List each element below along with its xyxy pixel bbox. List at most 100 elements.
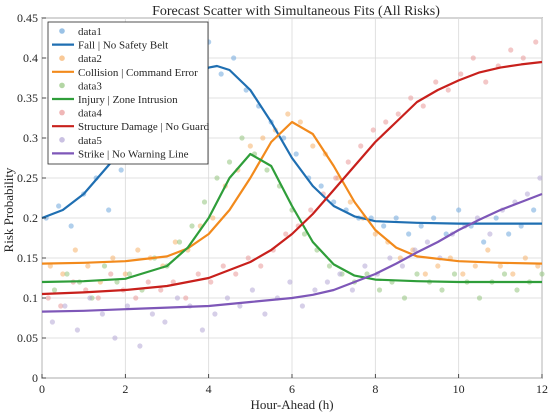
chart-title: Forecast Scatter with Simultaneous Fits … — [152, 4, 440, 19]
scatter-point-data5 — [124, 303, 131, 309]
y-axis-ticks: 0 0.05 0.1 0.15 0.2 0.25 0.3 0.35 0.4 0.45 — [17, 11, 46, 385]
scatter-point-data2 — [422, 271, 428, 277]
legend-label: data4 — [78, 108, 102, 120]
scatter-point-data4 — [370, 127, 376, 133]
scatter-point-data2 — [522, 255, 528, 261]
scatter-point-data2 — [72, 247, 78, 253]
legend-label: data2 — [78, 53, 102, 65]
scatter-point-data2 — [122, 271, 128, 277]
scatter-point-data5 — [299, 303, 306, 309]
x-tick-label: 0 — [39, 382, 45, 396]
legend-box — [47, 21, 209, 165]
x-tick-label: 8 — [372, 382, 378, 396]
scatter-point-data4 — [520, 55, 526, 61]
scatter-point-data5 — [349, 287, 356, 293]
y-tick-label: 0.35 — [17, 91, 38, 105]
scatter-point-data3 — [101, 263, 108, 269]
x-tick-label: 10 — [453, 382, 465, 396]
legend-marker — [59, 109, 65, 116]
scatter-point-data4 — [458, 71, 464, 77]
scatter-point-data5 — [262, 311, 268, 317]
scatter-point-data4 — [408, 95, 414, 101]
scatter-point-data5 — [199, 327, 206, 333]
scatter-point-data4 — [433, 79, 439, 85]
scatter-point-data3 — [326, 263, 333, 269]
scatter-point-data2 — [510, 271, 516, 277]
scatter-point-data4 — [345, 159, 351, 165]
scatter-point-data4 — [508, 47, 514, 53]
scatter-point-data2 — [247, 143, 253, 149]
scatter-point-data3 — [126, 271, 133, 277]
scatter-point-data5 — [74, 327, 81, 333]
scatter-point-data4 — [133, 295, 139, 301]
scatter-point-data4 — [383, 119, 389, 125]
scatter-point-data4 — [470, 55, 476, 61]
scatter-point-data3 — [114, 279, 120, 285]
y-tick-label: 0.25 — [17, 171, 38, 185]
scatter-point-data3 — [514, 287, 520, 293]
scatter-point-data4 — [533, 39, 539, 45]
scatter-point-data1 — [431, 215, 437, 221]
scatter-point-data1 — [418, 223, 424, 229]
scatter-point-data1 — [393, 215, 399, 221]
legend-label: data5 — [78, 135, 102, 147]
scatter-point-data5 — [487, 231, 493, 237]
scatter-point-data3 — [176, 239, 183, 245]
legend-marker — [59, 82, 65, 89]
scatter-point-data2 — [47, 263, 53, 269]
y-tick-label: 0.3 — [23, 131, 38, 145]
scatter-point-data4 — [195, 271, 201, 277]
legend-label: Fall | No Safety Belt — [78, 40, 168, 52]
scatter-point-data2 — [85, 263, 91, 269]
scatter-point-data2 — [460, 271, 466, 277]
scatter-point-data3 — [439, 287, 445, 293]
scatter-point-data5 — [137, 343, 143, 349]
scatter-point-data2 — [485, 247, 491, 253]
legend-label: data1 — [78, 26, 102, 38]
scatter-point-data5 — [287, 279, 293, 285]
scatter-point-data5 — [149, 311, 156, 317]
scatter-point-data3 — [451, 271, 458, 277]
scatter-point-data5 — [162, 319, 168, 325]
scatter-point-data5 — [312, 287, 318, 293]
legend-marker — [59, 137, 65, 143]
scatter-point-data2 — [172, 239, 178, 245]
scatter-points — [43, 39, 545, 349]
scatter-point-data2 — [285, 111, 291, 117]
scatter-point-data5 — [412, 247, 418, 253]
scatter-point-data5 — [362, 263, 368, 269]
scatter-point-data5 — [112, 335, 118, 341]
scatter-point-data1 — [118, 167, 124, 173]
scatter-point-data3 — [414, 271, 420, 277]
scatter-point-data3 — [226, 159, 233, 165]
scatter-point-data5 — [62, 303, 68, 309]
y-tick-label: 0 — [32, 371, 38, 385]
legend-marker — [59, 55, 65, 61]
scatter-point-data5 — [324, 279, 331, 285]
x-axis-label: Hour-Ahead (h) — [250, 397, 333, 412]
scatter-point-data4 — [170, 279, 176, 285]
legend-marker — [59, 28, 65, 34]
fit-line-8 — [41, 60, 543, 296]
scatter-point-data4 — [158, 287, 164, 293]
scatter-point-data2 — [310, 143, 316, 149]
scatter-point-data2 — [535, 263, 541, 269]
scatter-point-data4 — [245, 255, 251, 261]
scatter-point-data2 — [260, 135, 266, 141]
scatter-point-data2 — [60, 271, 66, 277]
scatter-point-data5 — [237, 303, 243, 309]
scatter-point-data4 — [145, 279, 151, 285]
scatter-point-data3 — [539, 271, 545, 277]
y-tick-label: 0.15 — [17, 251, 38, 265]
x-tick-label: 4 — [206, 382, 212, 396]
scatter-point-data3 — [189, 223, 195, 229]
y-tick-label: 0.45 — [17, 11, 38, 25]
scatter-point-data4 — [445, 87, 451, 93]
y-tick-label: 0.05 — [17, 331, 38, 345]
scatter-point-data3 — [364, 271, 370, 277]
scatter-point-data5 — [99, 311, 106, 317]
scatter-point-data4 — [283, 231, 289, 237]
scatter-point-data4 — [358, 143, 364, 149]
